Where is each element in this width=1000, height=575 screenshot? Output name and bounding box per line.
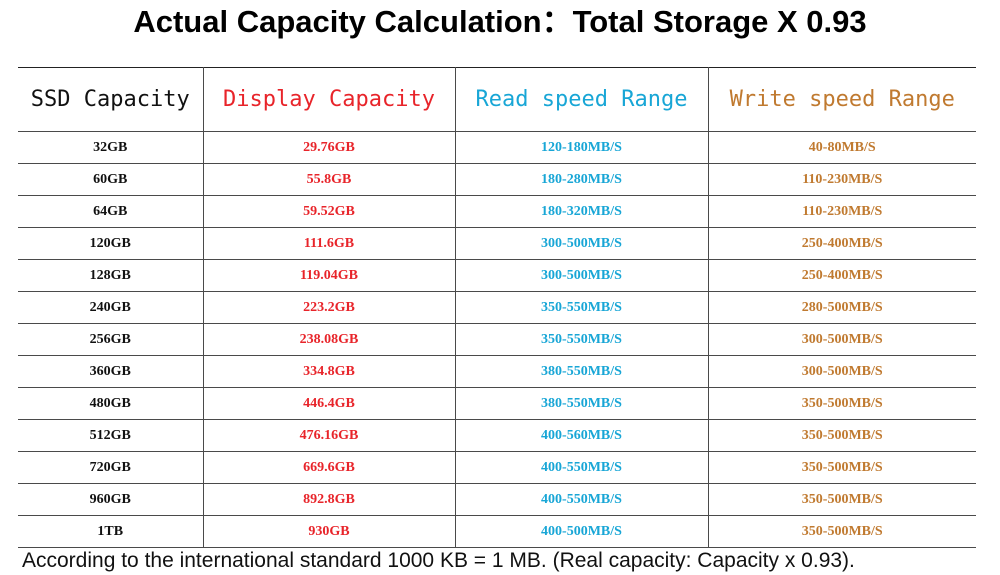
display-capacity-cell: 111.6GB (202, 227, 456, 260)
display-capacity-cell: 446.4GB (202, 387, 456, 420)
display-capacity-cell: 334.8GB (202, 355, 456, 388)
write-speed-cell: 350-500MB/S (707, 419, 976, 452)
ssd-capacity-cell: 1TB (18, 515, 204, 548)
read-speed-cell: 300-500MB/S (454, 227, 709, 260)
write-speed-cell: 250-400MB/S (707, 259, 976, 292)
ssd-capacity-cell: 480GB (18, 387, 204, 420)
read-speed-cell: 120-180MB/S (454, 131, 709, 164)
table-row: 720GB 669.6GB 400-550MB/S 350-500MB/S (18, 451, 976, 484)
write-speed-cell: 350-500MB/S (707, 387, 976, 420)
footer-note: According to the international standard … (22, 549, 855, 572)
write-speed-cell: 350-500MB/S (707, 515, 976, 548)
read-speed-cell: 400-560MB/S (454, 419, 709, 452)
table-row: 1TB 930GB 400-500MB/S 350-500MB/S (18, 515, 976, 548)
read-speed-cell: 380-550MB/S (454, 355, 709, 388)
read-speed-cell: 400-550MB/S (454, 483, 709, 516)
capacity-table: SSD Capacity Display Capacity Read speed… (18, 67, 976, 548)
table-row: 32GB 29.76GB 120-180MB/S 40-80MB/S (18, 131, 976, 164)
display-capacity-cell: 29.76GB (202, 131, 456, 164)
write-speed-cell: 350-500MB/S (707, 483, 976, 516)
write-speed-cell: 40-80MB/S (707, 131, 976, 164)
ssd-capacity-cell: 32GB (18, 131, 204, 164)
read-speed-cell: 180-320MB/S (454, 195, 709, 228)
header-write-speed: Write speed Range (707, 67, 976, 132)
ssd-capacity-cell: 360GB (18, 355, 204, 388)
table-row: 240GB 223.2GB 350-550MB/S 280-500MB/S (18, 291, 976, 324)
table-row: 128GB 119.04GB 300-500MB/S 250-400MB/S (18, 259, 976, 292)
header-ssd-capacity: SSD Capacity (18, 67, 204, 132)
write-speed-cell: 110-230MB/S (707, 163, 976, 196)
ssd-capacity-cell: 256GB (18, 323, 204, 356)
ssd-capacity-cell: 128GB (18, 259, 204, 292)
table-row: 960GB 892.8GB 400-550MB/S 350-500MB/S (18, 483, 976, 516)
ssd-capacity-cell: 720GB (18, 451, 204, 484)
ssd-capacity-cell: 240GB (18, 291, 204, 324)
read-speed-cell: 350-550MB/S (454, 323, 709, 356)
write-speed-cell: 300-500MB/S (707, 323, 976, 356)
display-capacity-cell: 669.6GB (202, 451, 456, 484)
write-speed-cell: 280-500MB/S (707, 291, 976, 324)
write-speed-cell: 110-230MB/S (707, 195, 976, 228)
table-row: 480GB 446.4GB 380-550MB/S 350-500MB/S (18, 387, 976, 420)
ssd-capacity-cell: 960GB (18, 483, 204, 516)
table-body: 32GB 29.76GB 120-180MB/S 40-80MB/S 60GB 55.8G… (18, 131, 976, 548)
table-header-row: SSD Capacity Display Capacity Read speed… (18, 67, 976, 132)
read-speed-cell: 350-550MB/S (454, 291, 709, 324)
ssd-capacity-cell: 64GB (18, 195, 204, 228)
read-speed-cell: 400-550MB/S (454, 451, 709, 484)
write-speed-cell: 250-400MB/S (707, 227, 976, 260)
display-capacity-cell: 119.04GB (202, 259, 456, 292)
table-row: 360GB 334.8GB 380-550MB/S 300-500MB/S (18, 355, 976, 388)
display-capacity-cell: 223.2GB (202, 291, 456, 324)
write-speed-cell: 300-500MB/S (707, 355, 976, 388)
read-speed-cell: 400-500MB/S (454, 515, 709, 548)
read-speed-cell: 300-500MB/S (454, 259, 709, 292)
ssd-capacity-cell: 120GB (18, 227, 204, 260)
ssd-capacity-cell: 512GB (18, 419, 204, 452)
header-read-speed: Read speed Range (454, 67, 709, 132)
page-title: Actual Capacity Calculation：Total Storag… (133, 4, 867, 39)
table-row: 64GB 59.52GB 180-320MB/S 110-230MB/S (18, 195, 976, 228)
display-capacity-cell: 238.08GB (202, 323, 456, 356)
display-capacity-cell: 930GB (202, 515, 456, 548)
read-speed-cell: 180-280MB/S (454, 163, 709, 196)
table-row: 256GB 238.08GB 350-550MB/S 300-500MB/S (18, 323, 976, 356)
display-capacity-cell: 476.16GB (202, 419, 456, 452)
write-speed-cell: 350-500MB/S (707, 451, 976, 484)
read-speed-cell: 380-550MB/S (454, 387, 709, 420)
table-row: 512GB 476.16GB 400-560MB/S 350-500MB/S (18, 419, 976, 452)
display-capacity-cell: 55.8GB (202, 163, 456, 196)
display-capacity-cell: 892.8GB (202, 483, 456, 516)
table-row: 60GB 55.8GB 180-280MB/S 110-230MB/S (18, 163, 976, 196)
display-capacity-cell: 59.52GB (202, 195, 456, 228)
table-row: 120GB 111.6GB 300-500MB/S 250-400MB/S (18, 227, 976, 260)
ssd-capacity-cell: 60GB (18, 163, 204, 196)
header-display-capacity: Display Capacity (202, 67, 456, 132)
